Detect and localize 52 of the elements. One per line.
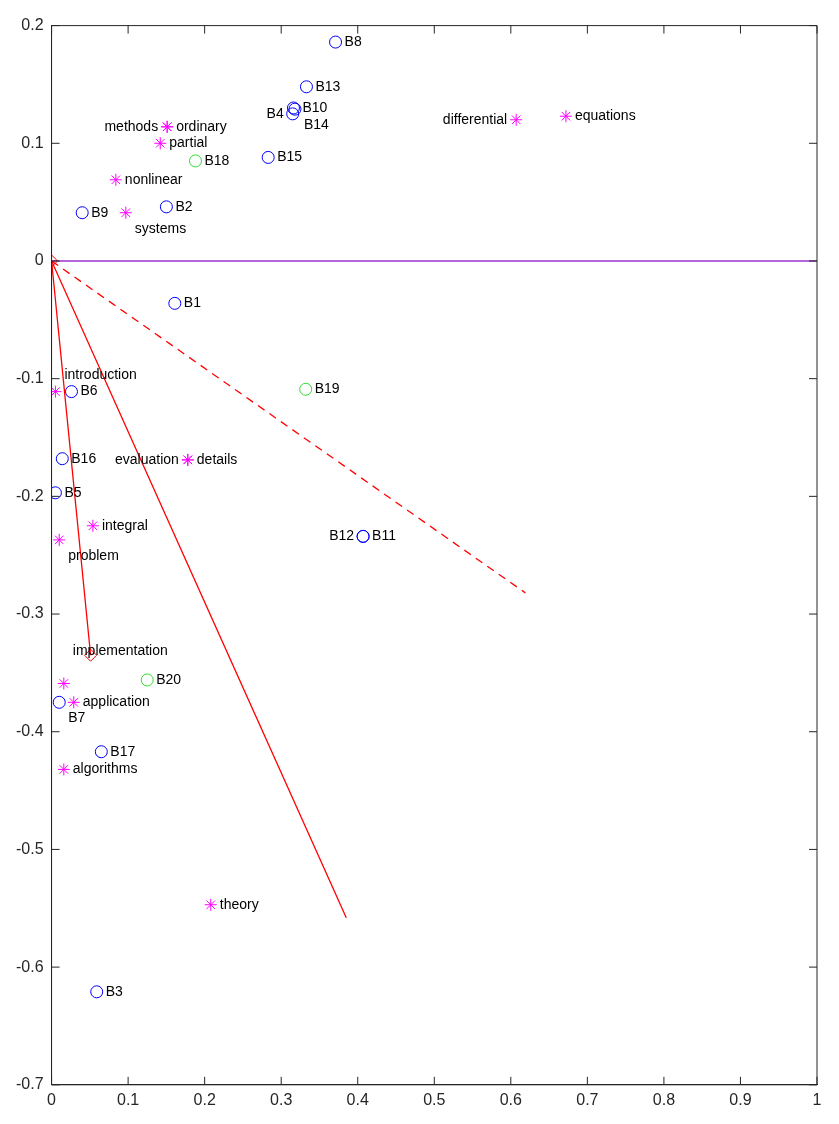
data-label: B1: [183, 294, 202, 311]
x-tick-label: 0.3: [270, 1090, 293, 1108]
x-tick-label: 0.8: [652, 1090, 676, 1108]
x-tick-label: 0.2: [193, 1090, 216, 1108]
x-tick-label: 0.5: [423, 1090, 446, 1108]
x-tick-label: 0.9: [729, 1090, 752, 1108]
data-label: B11: [372, 527, 397, 544]
data-label: nonlinear: [124, 170, 183, 187]
data-label: B9: [91, 203, 109, 220]
data-label: integral: [101, 516, 148, 533]
data-label: B14: [303, 116, 330, 133]
data-label: B13: [315, 77, 341, 94]
data-label: B18: [204, 151, 230, 168]
data-label: B15: [277, 148, 303, 165]
y-tick-label: -0.2: [15, 486, 44, 504]
data-label: B17: [110, 742, 136, 759]
data-label: B12: [329, 527, 355, 544]
y-tick-label: 0.1: [21, 133, 44, 151]
data-label: methods: [104, 117, 159, 134]
data-label: ordinary: [176, 117, 227, 134]
y-tick-label: 0: [34, 251, 44, 269]
data-label: algorithms: [72, 760, 138, 777]
data-label: partial: [169, 134, 208, 151]
data-label: B7: [68, 709, 86, 726]
data-label: theory: [219, 895, 259, 912]
data-label: B8: [344, 32, 362, 49]
y-tick-label: -0.7: [15, 1075, 44, 1093]
data-label: B2: [175, 197, 193, 214]
y-tick-label: -0.4: [15, 722, 44, 740]
x-tick-label: 0.1: [116, 1090, 140, 1108]
y-tick-label: 0.2: [21, 16, 44, 34]
x-tick-label: 1: [812, 1090, 822, 1108]
data-label: systems: [134, 219, 187, 236]
x-tick-label: 0: [47, 1090, 57, 1108]
data-label: B6: [80, 382, 98, 399]
data-label: B20: [156, 670, 182, 687]
data-label: details: [196, 450, 238, 467]
data-label: B3: [105, 982, 124, 999]
x-tick-label: 0.6: [499, 1090, 523, 1108]
data-label: B19: [314, 380, 340, 397]
y-tick-label: -0.3: [15, 604, 44, 622]
y-tick-label: -0.6: [15, 957, 44, 975]
data-label: application: [82, 693, 150, 710]
data-label: B4: [266, 104, 284, 121]
x-tick-label: 0.7: [576, 1090, 599, 1108]
data-label: differential: [442, 110, 508, 127]
x-tick-label: 0.4: [346, 1090, 369, 1108]
data-label: B16: [71, 449, 97, 466]
y-tick-label: -0.5: [15, 839, 44, 857]
y-tick-label: -0.1: [15, 369, 44, 387]
data-label: B10: [302, 98, 328, 115]
data-label: equations: [574, 107, 636, 124]
